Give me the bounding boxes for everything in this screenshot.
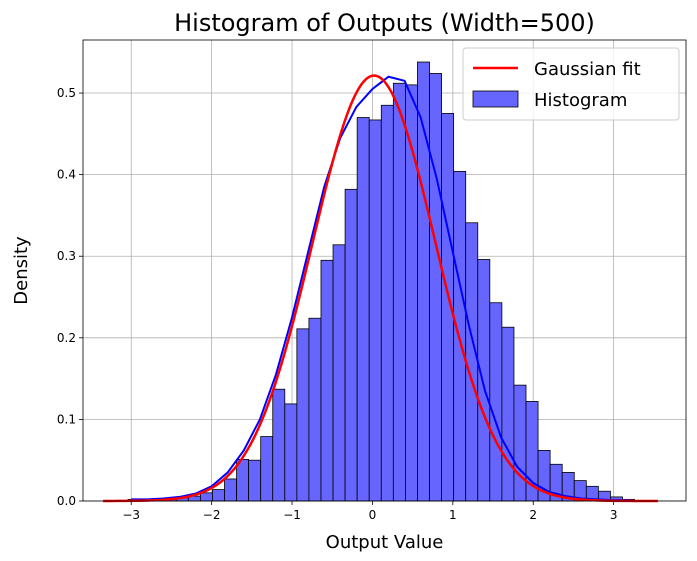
histogram-bar [429, 73, 442, 502]
histogram-bar [465, 222, 479, 502]
y-axis-title: Density [11, 236, 32, 305]
series-lines [103, 74, 658, 503]
histogram-bar [489, 302, 503, 502]
y-tick-label: 0.0 [57, 494, 76, 508]
histogram-bar [212, 489, 225, 502]
legend-label-gaussian-fit: Gaussian fit [534, 59, 641, 80]
histogram-bar [380, 104, 394, 502]
histogram-bar [224, 478, 237, 502]
histogram-bar [308, 317, 322, 502]
x-axis-title: Output Value [326, 532, 444, 553]
histogram-bar [248, 459, 262, 502]
histogram-bar [368, 119, 382, 502]
x-tick-label: 1 [449, 508, 457, 522]
histogram-bar [296, 328, 310, 502]
histogram-bar [272, 388, 286, 502]
x-tick-label: −3 [122, 508, 140, 522]
x-tick-label: 0 [369, 508, 377, 522]
axis-ticks: −3 −2 −1 0 1 2 3 0.0 0.1 0.2 0.3 0.4 0.5 [57, 86, 618, 522]
histogram-bar [332, 244, 346, 502]
histogram-bar [260, 436, 274, 502]
plot-frame [82, 39, 687, 502]
histogram-bars [127, 61, 635, 502]
histogram-bar [199, 492, 213, 502]
y-tick-label: 0.5 [57, 86, 76, 100]
x-tick-label: 2 [529, 508, 537, 522]
histogram-bar [356, 117, 370, 502]
kde-line [131, 75, 630, 502]
histogram-bar [501, 326, 515, 502]
x-tick-label: 3 [610, 508, 618, 522]
histogram-bar [284, 403, 298, 502]
gaussian-fit-line [103, 74, 658, 503]
y-tick-label: 0.1 [57, 412, 76, 426]
histogram-bar [344, 188, 358, 502]
x-tick-label: −1 [283, 508, 301, 522]
y-tick-label: 0.2 [57, 331, 76, 345]
histogram-bar [320, 259, 334, 502]
legend: Gaussian fit Histogram [462, 47, 680, 121]
x-tick-label: −2 [203, 508, 221, 522]
histogram-bar [392, 82, 406, 502]
histogram-bar [513, 384, 527, 502]
chart-title: Histogram of Outputs (Width=500) [174, 9, 595, 37]
histogram-bar [477, 259, 491, 502]
y-tick-label: 0.4 [57, 168, 76, 182]
y-tick-label: 0.3 [57, 249, 76, 263]
legend-label-histogram: Histogram [534, 90, 627, 111]
legend-swatch-histogram [472, 90, 519, 108]
